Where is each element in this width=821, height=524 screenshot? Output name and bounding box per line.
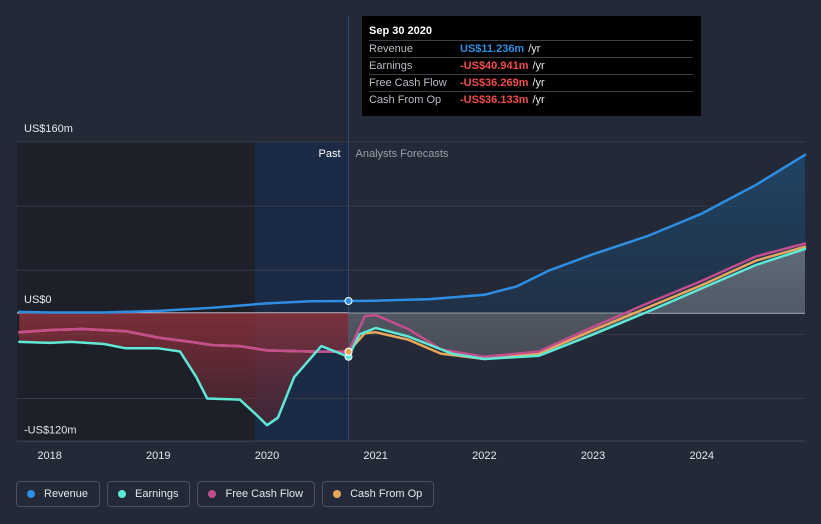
y-label-bottom: -US$120m bbox=[24, 424, 77, 436]
tooltip-date: Sep 30 2020 bbox=[369, 25, 432, 37]
earnings-area-past bbox=[19, 313, 349, 426]
earnings-area-forecast bbox=[348, 248, 805, 359]
tooltip-row: Revenue US$11.236m/yr bbox=[369, 40, 693, 57]
legend-dot-icon bbox=[333, 490, 342, 498]
x-tick-label: 2022 bbox=[472, 450, 496, 462]
x-tick-label: 2024 bbox=[690, 450, 714, 462]
tooltip-row-name: Earnings bbox=[369, 60, 413, 72]
series-line-free-cash-flow bbox=[17, 242, 807, 359]
marker-revenue[interactable] bbox=[344, 296, 353, 305]
x-tick-label: 2023 bbox=[581, 450, 605, 462]
legend-dot-icon bbox=[118, 490, 127, 498]
revenue-area-forecast bbox=[348, 154, 805, 313]
legend-dot-icon bbox=[27, 490, 35, 498]
series-line-revenue bbox=[17, 153, 807, 314]
y-label-top: US$160m bbox=[24, 123, 73, 135]
legend: Revenue Earnings Free Cash Flow Cash From O… bbox=[16, 481, 435, 507]
legend-item-cash-from-op[interactable]: Cash From Op bbox=[322, 481, 435, 507]
legend-item-earnings[interactable]: Earnings bbox=[107, 481, 191, 507]
tooltip: Sep 30 2020 Revenue US$11.236m/yr Earnings… bbox=[362, 16, 701, 116]
tooltip-row-unit: /yr bbox=[528, 43, 541, 55]
x-tick-label: 2018 bbox=[37, 450, 61, 462]
past-label: Past bbox=[318, 148, 340, 160]
tooltip-row: Cash From Op -US$36.133m/yr bbox=[369, 91, 693, 108]
x-tick-label: 2020 bbox=[255, 450, 279, 462]
forecast-label: Analysts Forecasts bbox=[356, 148, 449, 160]
series-line-earnings bbox=[17, 247, 807, 427]
tooltip-row-value: US$11.236m bbox=[460, 43, 525, 55]
legend-label: Revenue bbox=[44, 488, 89, 500]
legend-dot-icon bbox=[208, 490, 217, 498]
legend-label: Free Cash Flow bbox=[225, 488, 304, 500]
tooltip-row: Earnings -US$40.941m/yr bbox=[369, 57, 693, 74]
marker-cash-from-op[interactable] bbox=[344, 347, 353, 356]
tooltip-row-name: Free Cash Flow bbox=[369, 77, 447, 89]
legend-label: Earnings bbox=[135, 488, 179, 500]
tooltip-row-unit: /yr bbox=[532, 94, 545, 106]
tooltip-row: Free Cash Flow -US$36.269m/yr bbox=[369, 74, 693, 91]
tooltip-row-value: -US$36.269m bbox=[460, 77, 529, 89]
tooltip-row-unit: /yr bbox=[532, 60, 545, 72]
x-tick-label: 2019 bbox=[146, 450, 170, 462]
y-label-zero: US$0 bbox=[24, 294, 52, 306]
tooltip-row-value: -US$36.133m bbox=[460, 94, 529, 106]
x-tick-label: 2021 bbox=[363, 450, 387, 462]
tooltip-row-value: -US$40.941m bbox=[460, 60, 529, 72]
tooltip-row-name: Revenue bbox=[369, 43, 414, 55]
tooltip-row-unit: /yr bbox=[532, 77, 545, 89]
legend-item-free-cash-flow[interactable]: Free Cash Flow bbox=[197, 481, 316, 507]
legend-item-revenue[interactable]: Revenue bbox=[16, 481, 101, 507]
tooltip-row-name: Cash From Op bbox=[369, 94, 442, 106]
legend-label: Cash From Op bbox=[350, 488, 423, 500]
